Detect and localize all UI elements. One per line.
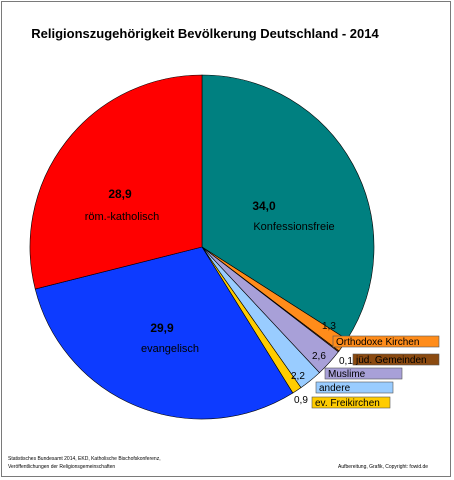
pie-slices	[29, 74, 375, 420]
pie-labels: 34,0 Konfessionsfreie 1,3 0,1 2,6 2,2 0,9 29,9 e…	[85, 187, 354, 406]
legend-label-muslime: Muslime	[328, 369, 366, 380]
value-label-j-d-gemeinden: 0,1	[339, 356, 353, 367]
slice-konfessionsfreie	[201, 74, 375, 340]
legend-box-ev-freikirchen	[311, 396, 391, 409]
category-label-evangelisch: evangelisch	[141, 343, 199, 355]
chart-title: Religionszugehörigkeit Bevölkerung Deuts…	[31, 26, 379, 41]
category-label-r-m-katholisch: röm.-katholisch	[85, 211, 160, 223]
value-label-r-m-katholisch: 28,9	[108, 187, 132, 201]
source-line-2: Veröffentlichungen der Religionsgemeinsc…	[8, 464, 115, 470]
value-label-muslime: 2,6	[312, 351, 326, 362]
slice-evangelisch	[34, 246, 294, 420]
value-label-ev-freikirchen: 0,9	[294, 395, 308, 406]
legend-label-orthodoxe-kirchen: Orthodoxe Kirchen	[336, 337, 419, 348]
legend-box-j-d-gemeinden	[352, 353, 440, 366]
slice-r-m-katholisch	[29, 74, 203, 290]
value-label-evangelisch: 29,9	[150, 321, 174, 335]
legend-label-ev-freikirchen: ev. Freikirchen	[315, 398, 380, 409]
source-line-1: Statistisches Bundesamt 2014, EKD, Katho…	[8, 456, 161, 462]
legend-label-andere: andere	[319, 383, 351, 394]
legend-box-orthodoxe-kirchen	[332, 335, 440, 348]
legend-box-muslime	[324, 367, 403, 380]
legend-box-andere	[315, 381, 394, 394]
value-label-konfessionsfreie: 34,0	[252, 199, 276, 213]
value-label-orthodoxe-kirchen: 1,3	[322, 321, 336, 332]
value-label-andere: 2,2	[291, 371, 305, 382]
credit-text: Aufbereitung, Grafik, Copyright: fowid.d…	[338, 464, 428, 470]
category-label-konfessionsfreie: Konfessionsfreie	[253, 221, 334, 233]
legend-label-j-d-gemeinden: jüd. Gemeinden	[355, 355, 427, 366]
callout-legend: Orthodoxe Kirchen jüd. Gemeinden Muslime an…	[311, 335, 440, 409]
